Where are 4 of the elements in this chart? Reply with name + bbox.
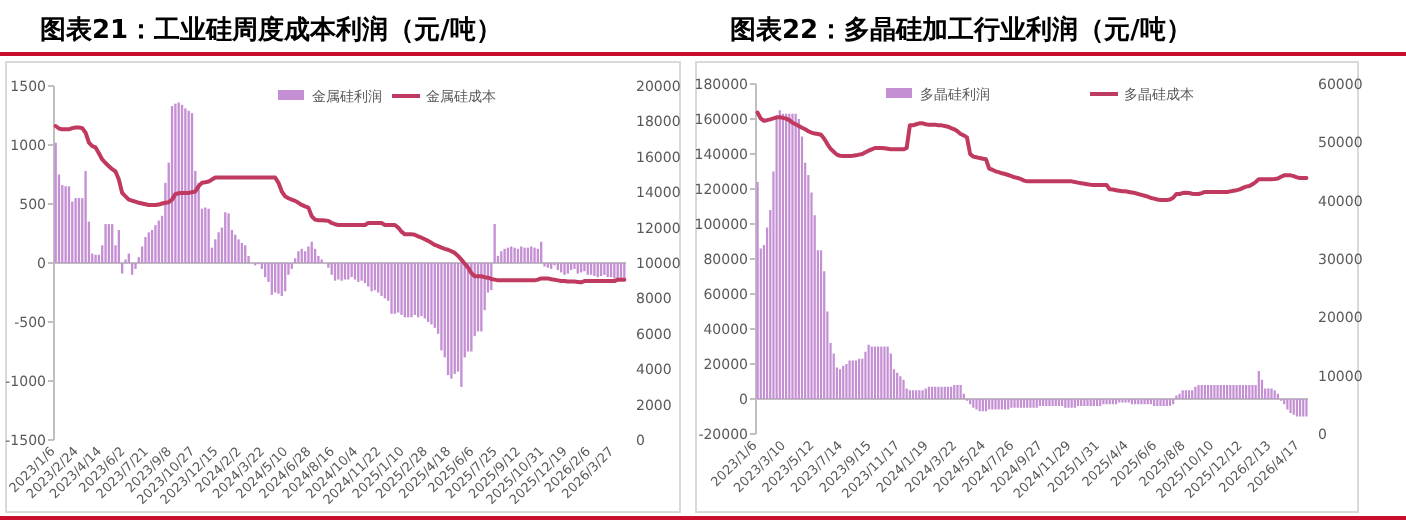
line-series [53, 124, 627, 285]
line-series [755, 110, 1309, 203]
chart-title: 图表22：多晶硅加工行业利润（元/吨） [730, 14, 1192, 46]
chart-title: 图表21：工业硅周度成本利润（元/吨） [40, 14, 502, 46]
